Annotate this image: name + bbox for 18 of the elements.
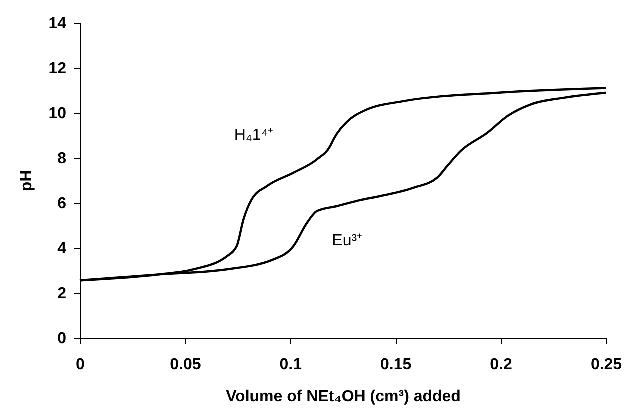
x-tick-label: 0.25 xyxy=(590,356,622,374)
y-tick-label: 4 xyxy=(58,240,67,258)
y-tick-label: 12 xyxy=(48,60,67,78)
y-tick-label: 14 xyxy=(48,16,67,32)
x-tick-label: 0.15 xyxy=(380,356,412,374)
x-tick-label: 0.2 xyxy=(490,356,513,374)
x-tick-label: 0.1 xyxy=(280,356,302,374)
x-tick-label: 0 xyxy=(76,356,86,374)
series-label: Eu³⁺ xyxy=(332,232,362,250)
y-tick-label: 2 xyxy=(58,286,67,302)
y-tick-label: 6 xyxy=(58,196,67,212)
y-axis-title: pH xyxy=(18,170,36,192)
text: H₄1⁴⁺ xyxy=(234,126,274,144)
y-tick-label: 0 xyxy=(58,330,67,348)
y-tick-label: 10 xyxy=(48,106,67,122)
y-tick-label: 8 xyxy=(58,150,67,168)
x-axis-title: Volume of NEt₄OH (cm³) added xyxy=(226,388,461,406)
x-tick-label: 0.05 xyxy=(170,356,202,374)
